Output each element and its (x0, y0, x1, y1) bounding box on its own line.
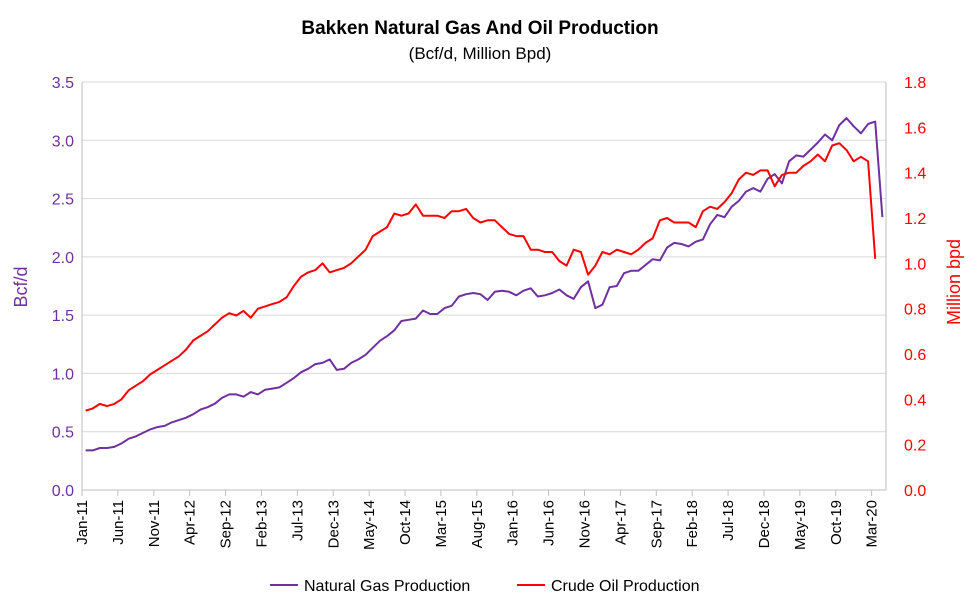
right-axis-label: Million bpd (944, 239, 964, 325)
left-tick-label: 2.5 (52, 192, 74, 209)
x-tick-label: Sep-12 (218, 500, 235, 548)
x-tick-label: Mar-20 (864, 500, 881, 548)
chart-subtitle: (Bcf/d, Million Bpd) (409, 44, 552, 63)
x-tick-label: Jan-11 (74, 500, 91, 545)
x-tick-label: Jul-18 (720, 500, 737, 541)
left-tick-label: 3.0 (52, 133, 74, 150)
series-line (85, 142, 877, 412)
axes: 0.0 0.5 1.0 1.5 2.0 2.5 3.0 3.5 0.0 0.2 0.4 0.6 0.8 1… (52, 75, 927, 550)
left-tick-label: 2.0 (52, 250, 74, 267)
right-tick-label: 0.8 (904, 302, 926, 319)
x-tick-label: Oct-14 (397, 500, 414, 545)
series-lines (85, 117, 884, 452)
left-tick-label: 1.0 (52, 366, 74, 383)
x-tick-label: Jan-16 (505, 500, 522, 546)
x-tick-label: Sep-17 (648, 500, 665, 548)
series-line (85, 117, 884, 452)
x-tick-label: Apr-17 (612, 500, 629, 545)
gridlines (82, 81, 886, 433)
legend: Natural Gas Production Crude Oil Producti… (270, 578, 700, 595)
legend-label: Natural Gas Production (304, 578, 470, 595)
x-tick-label: Nov-16 (577, 500, 594, 548)
left-tick-label: 0.0 (52, 483, 74, 500)
x-tick-label: Dec-18 (756, 500, 773, 548)
right-tick-label: 0.2 (904, 438, 926, 455)
x-tick-label: Aug-15 (469, 500, 486, 548)
right-tick-label: 1.6 (904, 120, 926, 137)
x-tick-label: Feb-18 (684, 500, 701, 548)
chart-title: Bakken Natural Gas And Oil Production (301, 18, 658, 39)
right-tick-label: 0.4 (904, 392, 926, 409)
x-tick-label: Oct-19 (828, 500, 845, 545)
x-tick-label: Nov-11 (146, 500, 163, 547)
x-tick-label: Feb-13 (253, 500, 270, 548)
left-tick-label: 3.5 (52, 75, 74, 92)
right-tick-label: 1.2 (904, 211, 926, 228)
x-tick-label: Jun-11 (110, 500, 127, 545)
left-tick-label: 0.5 (52, 425, 74, 442)
x-tick-label: Jun-16 (541, 500, 558, 546)
right-tick-label: 0.6 (904, 347, 926, 364)
left-axis-label: Bcf/d (11, 266, 31, 307)
x-tick-label: Dec-13 (325, 500, 342, 548)
right-tick-label: 1.8 (904, 75, 926, 92)
x-tick-label: Jul-13 (289, 500, 306, 541)
x-tick-label: Mar-15 (433, 500, 450, 548)
x-tick-label: May-19 (792, 500, 809, 550)
x-tick-label: May-14 (361, 500, 378, 550)
right-tick-label: 1.4 (904, 166, 926, 183)
x-tick-label: Apr-12 (182, 500, 199, 545)
right-tick-label: 0.0 (904, 483, 926, 500)
left-tick-label: 1.5 (52, 308, 74, 325)
legend-label: Crude Oil Production (551, 578, 700, 595)
right-tick-label: 1.0 (904, 256, 926, 273)
